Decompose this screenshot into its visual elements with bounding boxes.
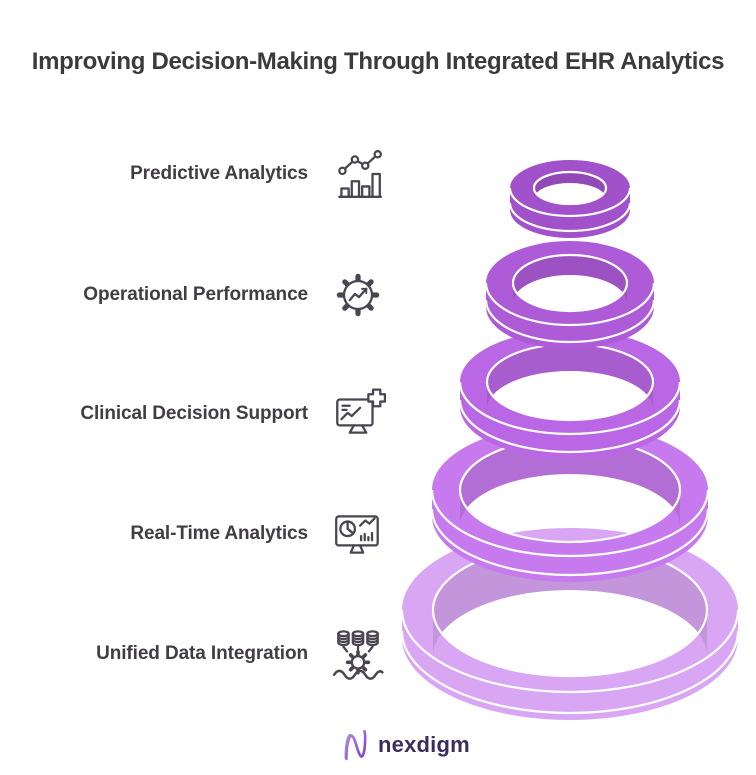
database bbox=[366, 632, 379, 647]
gear-body bbox=[350, 654, 366, 670]
operational-performance-icon bbox=[330, 267, 386, 323]
trend-arrow bbox=[361, 287, 368, 295]
feature-label: Operational Performance bbox=[83, 284, 308, 305]
dot bbox=[338, 166, 347, 176]
monitor-stand bbox=[349, 544, 365, 554]
dot bbox=[361, 161, 370, 170]
logo-text: nexdigm bbox=[378, 732, 470, 757]
row-predictive-analytics: Predictive Analytics bbox=[40, 145, 386, 203]
funnel-ring-2 bbox=[484, 241, 656, 349]
mini-bars bbox=[359, 531, 374, 542]
wave-line bbox=[332, 669, 384, 680]
bar bbox=[350, 180, 361, 198]
database bbox=[351, 632, 365, 647]
pie-slices bbox=[346, 520, 355, 535]
row-operational-performance: Operational Performance bbox=[40, 266, 386, 324]
nexdigm-logo-mark bbox=[344, 729, 367, 761]
database bbox=[351, 630, 365, 638]
predictive-analytics-icon bbox=[330, 146, 386, 202]
unified-data-integration-icon bbox=[330, 626, 386, 682]
monitor-stand bbox=[348, 424, 368, 434]
trend-line bbox=[341, 153, 379, 173]
clinical-decision-support-icon bbox=[330, 386, 386, 442]
dot bbox=[350, 155, 360, 164]
logo-mark-stroke bbox=[345, 729, 367, 761]
bar bbox=[371, 172, 381, 198]
dot bbox=[373, 150, 382, 159]
bar bbox=[340, 187, 350, 198]
database bbox=[337, 632, 350, 647]
trend-line bbox=[340, 406, 362, 421]
nexdigm-logo: nexdigm bbox=[342, 728, 470, 762]
funnel-ring-3 bbox=[458, 330, 682, 459]
trend-line bbox=[358, 517, 376, 527]
bar bbox=[361, 185, 371, 198]
trend-line bbox=[348, 287, 368, 302]
funnel-ring-4 bbox=[430, 424, 710, 582]
text-lines bbox=[341, 404, 351, 411]
real-time-analytics-icon bbox=[330, 506, 386, 562]
feature-label: Real-Time Analytics bbox=[130, 523, 308, 544]
funnel-ring-1 bbox=[508, 160, 632, 238]
feature-label: Unified Data Integration bbox=[96, 643, 308, 664]
feature-label: Clinical Decision Support bbox=[80, 403, 308, 424]
row-clinical-decision-support: Clinical Decision Support bbox=[40, 385, 386, 443]
page-title: Improving Decision-Making Through Integr… bbox=[31, 48, 725, 75]
row-real-time-analytics: Real-Time Analytics bbox=[40, 505, 386, 563]
medical-plus bbox=[367, 388, 386, 408]
monitor bbox=[335, 515, 379, 547]
database bbox=[366, 630, 379, 638]
row-unified-data-integration: Unified Data Integration bbox=[40, 625, 386, 683]
feature-label: Predictive Analytics bbox=[130, 163, 308, 184]
database bbox=[337, 630, 350, 638]
